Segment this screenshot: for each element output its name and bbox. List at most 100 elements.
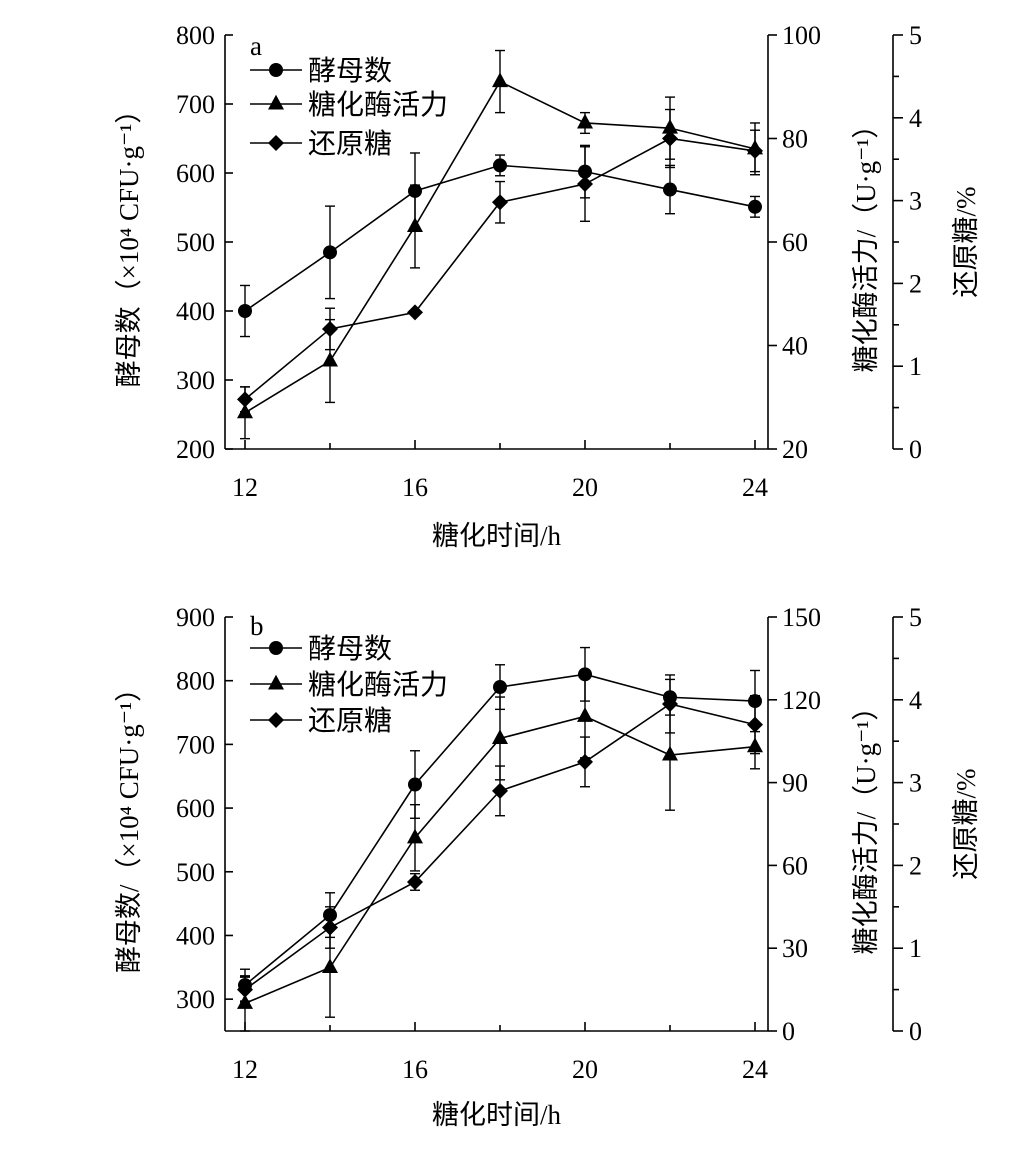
- data-point: [237, 391, 253, 408]
- right2-tick-label: 1: [909, 934, 922, 963]
- legend-label: 还原糖: [308, 128, 392, 160]
- legend-marker: [268, 94, 284, 110]
- data-point: [662, 130, 678, 147]
- right1-tick-label: 90: [782, 769, 808, 798]
- right2-tick-label: 3: [909, 769, 922, 798]
- data-point: [662, 695, 678, 712]
- right2-tick-label: 2: [909, 851, 922, 880]
- left-tick-label: 300: [176, 366, 215, 395]
- data-point: [492, 729, 508, 744]
- x-tick-label: 12: [232, 473, 258, 502]
- data-point: [322, 351, 338, 367]
- data-point: [407, 873, 423, 890]
- series-line: [244, 137, 756, 400]
- data-point: [747, 716, 763, 733]
- data-point: [577, 753, 593, 770]
- data-point: [493, 680, 507, 695]
- x-tick-label: 20: [572, 473, 598, 502]
- right2-tick-label: 0: [909, 435, 922, 464]
- left-tick-label: 700: [176, 730, 215, 759]
- right2-y-axis-label: 还原糖/%: [951, 769, 981, 880]
- legend-marker: [268, 674, 284, 690]
- left-tick-label: 400: [176, 921, 215, 950]
- right1-tick-label: 40: [782, 332, 808, 361]
- right2-tick-label: 2: [909, 269, 922, 298]
- legend-marker: [268, 135, 284, 151]
- data-point: [748, 199, 762, 214]
- right1-tick-label: 120: [782, 686, 821, 715]
- right2-tick-label: 0: [909, 1017, 922, 1046]
- x-axis-label: 糖化时间/h: [432, 1100, 562, 1130]
- x-tick-label: 20: [572, 1055, 598, 1084]
- data-point: [238, 304, 252, 318]
- panel-label: b: [250, 611, 264, 641]
- series-diamond: [237, 108, 763, 413]
- x-tick-label: 24: [742, 1055, 768, 1084]
- series-diamond: [237, 674, 763, 1003]
- data-point: [493, 158, 507, 173]
- right2-tick-label: 5: [909, 21, 922, 50]
- data-point: [322, 919, 338, 936]
- right1-tick-label: 30: [782, 934, 808, 963]
- x-tick-label: 16: [402, 473, 428, 502]
- data-point: [323, 245, 337, 260]
- left-y-axis-label: 酵母数（×10⁴ CFU·g⁻¹）: [114, 97, 144, 388]
- data-point: [237, 981, 253, 998]
- right1-tick-label: 150: [782, 603, 821, 632]
- right1-tick-label: 100: [782, 21, 821, 50]
- left-tick-label: 200: [176, 435, 215, 464]
- right1-tick-label: 0: [782, 1017, 795, 1046]
- left-tick-label: 600: [176, 794, 215, 823]
- left-tick-label: 800: [176, 21, 215, 50]
- data-point: [492, 782, 508, 799]
- data-point: [492, 194, 508, 211]
- left-tick-label: 400: [176, 297, 215, 326]
- right2-tick-label: 1: [909, 352, 922, 381]
- series-circle: [238, 144, 762, 338]
- legend-label: 糖化酶活力: [308, 89, 448, 121]
- data-point: [407, 828, 423, 844]
- right1-tick-label: 60: [782, 228, 808, 257]
- legend-label: 还原糖: [308, 705, 392, 737]
- left-y-axis-label: 酵母数/（×10⁴ CFU·g⁻¹）: [114, 675, 144, 973]
- data-point: [492, 72, 508, 88]
- right1-y-axis-label: 糖化酶活力/（U·g⁻¹）: [851, 694, 881, 955]
- legend-marker: [269, 63, 283, 77]
- data-point: [747, 142, 763, 159]
- right2-tick-label: 4: [909, 104, 922, 133]
- data-point: [662, 745, 678, 761]
- left-tick-label: 600: [176, 159, 215, 188]
- right2-tick-label: 5: [909, 603, 922, 632]
- panel-label: a: [250, 31, 262, 61]
- right2-y-axis-label: 还原糖/%: [951, 187, 981, 298]
- data-point: [577, 113, 593, 129]
- data-point: [407, 304, 423, 321]
- x-tick-label: 16: [402, 1055, 428, 1084]
- legend-label: 酵母数: [308, 633, 392, 665]
- data-point: [408, 777, 422, 792]
- data-point: [577, 707, 593, 722]
- left-tick-label: 500: [176, 858, 215, 887]
- left-tick-label: 500: [176, 228, 215, 257]
- data-point: [407, 217, 423, 232]
- left-tick-label: 700: [176, 90, 215, 119]
- left-tick-label: 900: [176, 603, 215, 632]
- legend-label: 糖化酶活力: [308, 669, 448, 701]
- legend-marker: [268, 712, 284, 728]
- x-axis-label: 糖化时间/h: [432, 521, 562, 551]
- data-point: [322, 320, 338, 337]
- chart-panel-a: 2003004005006007008002040608010001234512…: [114, 21, 981, 551]
- right2-tick-label: 3: [909, 187, 922, 216]
- data-point: [322, 958, 338, 974]
- x-tick-label: 24: [742, 473, 768, 502]
- series-triangle: [237, 674, 763, 1032]
- legend-marker: [269, 641, 283, 655]
- right1-y-axis-label: 糖化酶活力/（U·g⁻¹）: [851, 112, 881, 373]
- data-point: [577, 176, 593, 193]
- right1-tick-label: 60: [782, 851, 808, 880]
- data-point: [663, 182, 677, 197]
- legend-label: 酵母数: [308, 55, 392, 87]
